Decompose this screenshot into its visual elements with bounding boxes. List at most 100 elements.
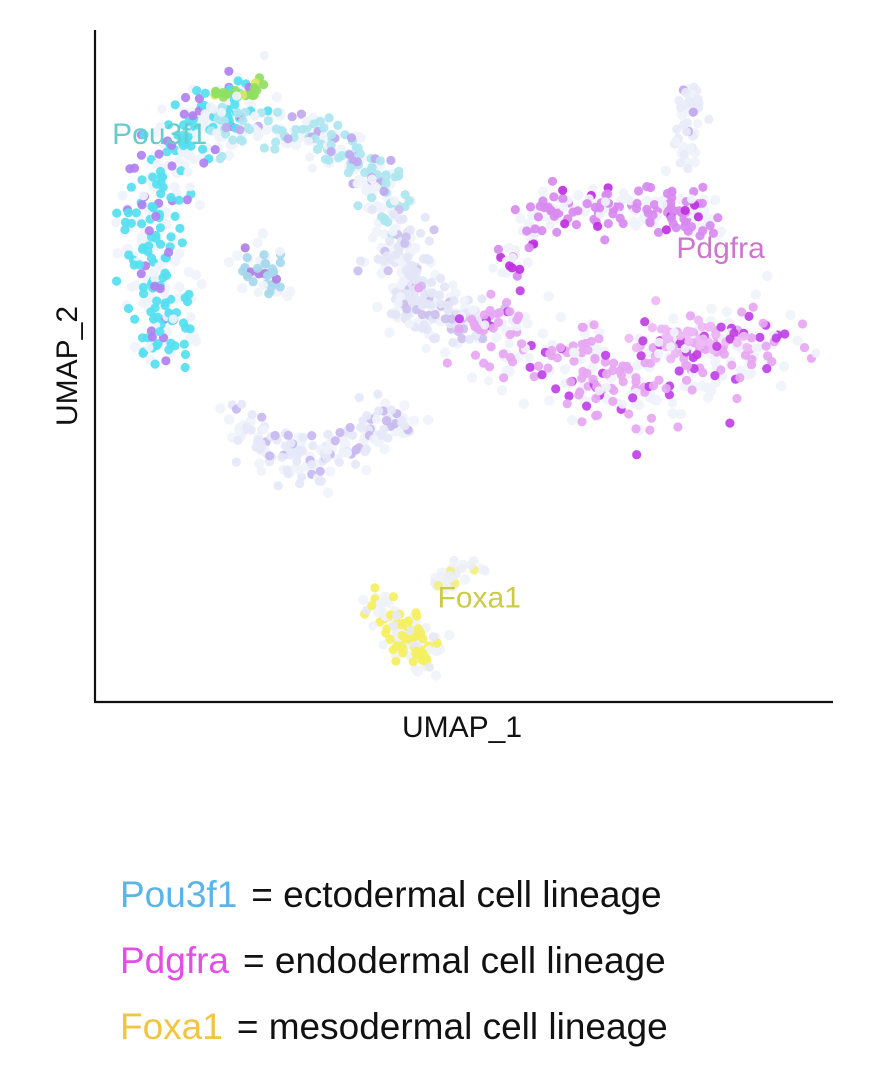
point-pou3f1 <box>235 125 245 135</box>
legend-row-mesoderm: Foxa1 = mesodermal cell lineage <box>120 994 668 1060</box>
point-pou3f1 <box>155 327 165 337</box>
point-pou3f1 <box>367 174 377 184</box>
point-pdgfra <box>577 417 587 427</box>
point-pdgfra <box>684 96 694 106</box>
point-pdgfra <box>624 409 634 419</box>
point-pdgfra <box>529 372 539 382</box>
point-pou3f1 <box>152 159 162 169</box>
point-background <box>537 328 549 339</box>
point-pou3f1 <box>208 104 219 114</box>
point-background <box>459 574 471 585</box>
point-foxa1 <box>434 573 444 583</box>
point-pou3f1 <box>367 205 377 215</box>
point-pdgfra <box>586 336 596 346</box>
point-pdgfra <box>693 315 704 325</box>
point-pou3f1 <box>124 250 134 260</box>
point-background <box>632 360 643 371</box>
point-pou3f1 <box>186 312 196 322</box>
point-pou3f1 <box>400 421 410 431</box>
point-pou3f1 <box>265 451 275 461</box>
point-pou3f1 <box>259 80 269 90</box>
point-pou3f1 <box>154 149 164 159</box>
point-pdgfra <box>767 357 777 367</box>
point-foxa1 <box>424 662 434 672</box>
point-background <box>496 385 508 396</box>
point-pdgfra <box>510 245 521 255</box>
point-pou3f1 <box>351 445 361 455</box>
point-pdgfra <box>638 336 648 346</box>
point-pou3f1 <box>200 109 210 119</box>
point-background <box>697 380 708 392</box>
point-pou3f1 <box>134 260 145 270</box>
point-pdgfra <box>682 118 693 128</box>
point-background <box>237 283 248 294</box>
point-pdgfra <box>618 361 628 371</box>
point-pou3f1 <box>174 195 184 205</box>
point-pou3f1 <box>395 215 405 225</box>
point-pdgfra <box>642 182 652 192</box>
point-pou3f1 <box>416 228 426 238</box>
point-pou3f1 <box>383 217 393 227</box>
point-pou3f1 <box>192 86 202 96</box>
point-pou3f1 <box>139 130 149 140</box>
point-background <box>169 256 181 267</box>
point-pdgfra <box>525 202 536 212</box>
point-pou3f1 <box>247 410 257 420</box>
point-pdgfra <box>798 319 808 329</box>
point-pou3f1 <box>120 225 130 235</box>
legend-gene-pdgfra: Pdgfra <box>120 940 230 981</box>
point-background <box>544 395 555 406</box>
point-pou3f1 <box>211 86 221 96</box>
point-pou3f1 <box>309 119 319 129</box>
point-pou3f1 <box>185 182 195 192</box>
point-pdgfra <box>661 383 671 394</box>
point-pdgfra <box>660 324 670 334</box>
point-pdgfra <box>680 222 690 232</box>
point-pdgfra <box>507 253 518 263</box>
point-pou3f1 <box>164 247 174 257</box>
point-background <box>778 361 790 372</box>
point-pou3f1 <box>157 172 168 182</box>
point-pou3f1 <box>324 113 334 123</box>
point-pou3f1 <box>375 156 385 166</box>
point-pdgfra <box>609 385 619 396</box>
point-pou3f1 <box>275 246 285 256</box>
point-background <box>379 443 390 455</box>
point-pdgfra <box>716 365 726 375</box>
point-pdgfra <box>698 226 708 236</box>
point-background <box>372 301 383 313</box>
point-pdgfra <box>537 370 547 380</box>
point-background <box>709 195 721 206</box>
point-pou3f1 <box>138 191 149 201</box>
point-pdgfra <box>755 332 765 342</box>
point-background <box>543 291 554 302</box>
point-pdgfra <box>601 382 611 392</box>
legend-text-ectoderm: = ectodermal cell lineage <box>251 874 662 915</box>
point-pou3f1 <box>342 448 352 458</box>
point-pou3f1 <box>249 83 260 93</box>
point-pou3f1 <box>298 432 308 442</box>
point-pou3f1 <box>335 427 345 438</box>
point-background <box>117 190 128 201</box>
point-pdgfra <box>564 391 574 401</box>
point-pou3f1 <box>382 251 392 261</box>
point-pou3f1 <box>151 211 161 221</box>
point-pdgfra <box>488 263 498 273</box>
point-pdgfra <box>577 373 587 383</box>
point-background <box>628 216 639 227</box>
point-pou3f1 <box>417 323 427 333</box>
point-pou3f1 <box>421 343 431 353</box>
point-background <box>257 228 268 239</box>
point-pdgfra <box>712 341 722 351</box>
point-pdgfra <box>578 366 588 377</box>
point-background <box>651 395 662 406</box>
point-pou3f1 <box>270 144 280 154</box>
point-pou3f1 <box>337 151 347 161</box>
point-background <box>232 250 243 261</box>
point-pdgfra <box>569 347 579 357</box>
point-pdgfra <box>582 401 592 411</box>
point-pdgfra <box>525 362 535 372</box>
point-pou3f1 <box>436 299 446 309</box>
point-pou3f1 <box>457 334 467 344</box>
point-pdgfra <box>799 343 810 353</box>
